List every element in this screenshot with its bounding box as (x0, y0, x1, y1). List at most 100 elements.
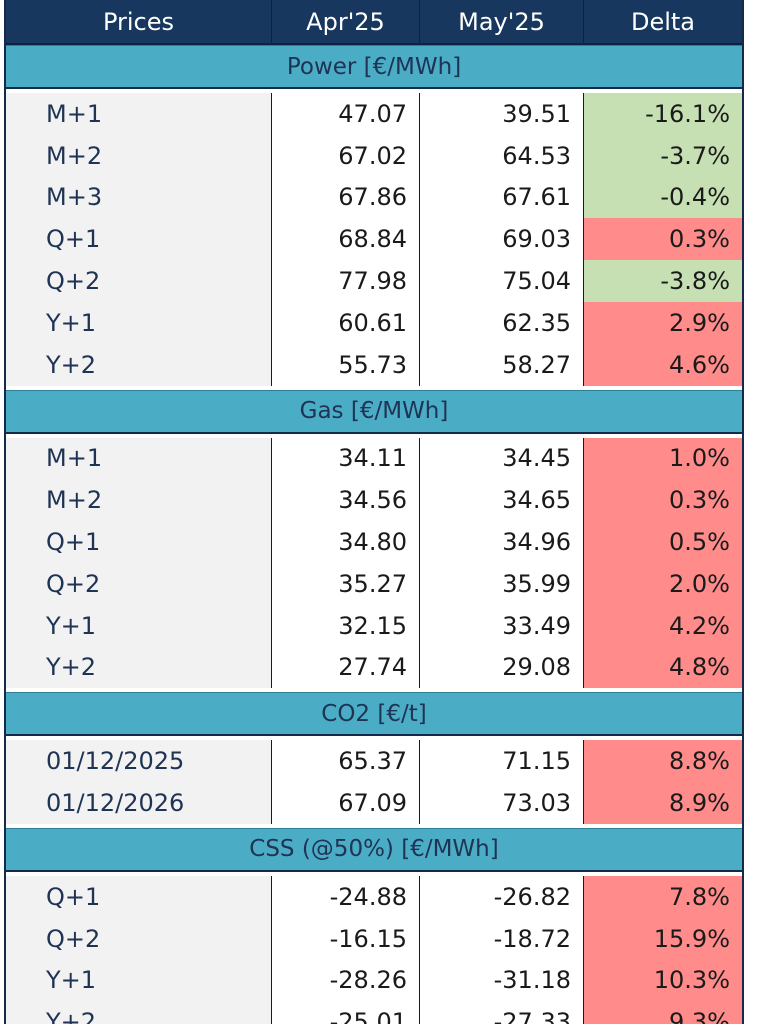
table-row: Y+1 60.61 62.35 2.9% (6, 301, 742, 344)
apr-value: -16.15 (272, 917, 420, 960)
may-value: 64.53 (420, 134, 584, 177)
table-row: Y+2 27.74 29.08 4.8% (6, 646, 742, 689)
row-label: Q+2 (6, 260, 272, 302)
apr-value: 67.86 (272, 176, 420, 219)
may-value: -27.33 (420, 1001, 584, 1024)
delta-value: 9.3% (584, 1001, 742, 1024)
table-body: Power [€/MWh] M+1 47.07 39.51 -16.1% M+2 67.02… (6, 45, 742, 1024)
may-value: -18.72 (420, 917, 584, 960)
apr-value: 67.09 (272, 782, 420, 824)
apr-value: 34.80 (272, 521, 420, 563)
header-delta: Delta (630, 7, 696, 36)
may-value: 62.35 (420, 301, 584, 344)
apr-value: 65.37 (272, 740, 420, 783)
section-rows: 01/12/2025 65.37 71.15 8.8% 01/12/2026 67.09 7… (6, 736, 742, 828)
table-row: Y+2 55.73 58.27 4.6% (6, 343, 742, 386)
apr-value: 77.98 (272, 260, 420, 302)
row-label: M+2 (6, 479, 272, 522)
may-value: 34.96 (420, 521, 584, 563)
table-row: Q+1 34.80 34.96 0.5% (6, 521, 742, 563)
table-row: M+3 67.86 67.61 -0.4% (6, 176, 742, 219)
may-value: 34.45 (420, 437, 584, 480)
table-row: M+1 34.11 34.45 1.0% (6, 437, 742, 480)
table-row: 01/12/2026 67.09 73.03 8.9% (6, 782, 742, 824)
section-rows: M+1 34.11 34.45 1.0% M+2 34.56 34.65 0.3% Q+1 34.… (6, 433, 742, 693)
table-row: Q+1 68.84 69.03 0.3% (6, 218, 742, 261)
apr-value: 68.84 (272, 218, 420, 261)
table-row: Q+1 -24.88 -26.82 7.8% (6, 875, 742, 918)
delta-value: 0.3% (584, 479, 742, 522)
delta-value: 10.3% (584, 959, 742, 1002)
table-row: Q+2 -16.15 -18.72 15.9% (6, 917, 742, 960)
row-label: 01/12/2026 (6, 782, 272, 824)
table-row: M+2 67.02 64.53 -3.7% (6, 134, 742, 177)
row-label: Q+1 (6, 521, 272, 563)
may-value: 73.03 (420, 782, 584, 824)
table-header: Prices Apr'25 May'25 Delta (6, 0, 742, 45)
section-title: Gas [€/MWh] (6, 389, 742, 434)
table-row: Q+2 77.98 75.04 -3.8% (6, 260, 742, 302)
may-value: 69.03 (420, 218, 584, 261)
may-value: 35.99 (420, 562, 584, 605)
row-label: Y+1 (6, 959, 272, 1002)
apr-value: 35.27 (272, 562, 420, 605)
row-label: Y+1 (6, 604, 272, 647)
may-value: 33.49 (420, 604, 584, 647)
section-title: Power [€/MWh] (6, 45, 742, 89)
table-row: Y+1 32.15 33.49 4.2% (6, 604, 742, 647)
row-label: Y+2 (6, 1001, 272, 1024)
row-label: M+3 (6, 176, 272, 219)
may-value: 58.27 (420, 343, 584, 386)
delta-value: 2.0% (584, 562, 742, 605)
delta-value: 4.2% (584, 604, 742, 647)
price-table: Prices Apr'25 May'25 Delta Power [€/MWh]… (4, 0, 744, 1024)
apr-value: -25.01 (272, 1001, 420, 1024)
may-value: 71.15 (420, 740, 584, 783)
apr-value: 32.15 (272, 604, 420, 647)
may-value: 39.51 (420, 93, 584, 135)
may-value: -26.82 (420, 875, 584, 918)
apr-value: 55.73 (272, 343, 420, 386)
may-value: 29.08 (420, 646, 584, 689)
apr-value: 27.74 (272, 646, 420, 689)
apr-value: 34.11 (272, 437, 420, 480)
row-label: M+2 (6, 134, 272, 177)
table-row: M+2 34.56 34.65 0.3% (6, 479, 742, 522)
row-label: M+1 (6, 93, 272, 135)
delta-value: 15.9% (584, 917, 742, 960)
delta-value: -16.1% (584, 93, 742, 135)
delta-value: -3.8% (584, 260, 742, 302)
section-rows: M+1 47.07 39.51 -16.1% M+2 67.02 64.53 -3.7% M+3… (6, 89, 742, 390)
apr-value: 47.07 (272, 93, 420, 135)
row-label: Y+2 (6, 343, 272, 386)
header-prices: Prices (6, 0, 272, 43)
delta-value: 1.0% (584, 437, 742, 480)
delta-value: 4.8% (584, 646, 742, 689)
delta-value: 0.5% (584, 521, 742, 563)
delta-value: 4.6% (584, 343, 742, 386)
apr-value: 67.02 (272, 134, 420, 177)
delta-value: 0.3% (584, 218, 742, 261)
table-row: Y+1 -28.26 -31.18 10.3% (6, 959, 742, 1002)
apr-value: -24.88 (272, 875, 420, 918)
row-label: Y+1 (6, 301, 272, 344)
table-row: M+1 47.07 39.51 -16.1% (6, 93, 742, 135)
table-row: 01/12/2025 65.37 71.15 8.8% (6, 740, 742, 783)
may-value: -31.18 (420, 959, 584, 1002)
section-title: CSS (@50%) [€/MWh] (6, 827, 742, 872)
row-label: Y+2 (6, 646, 272, 689)
table-row: Y+2 -25.01 -27.33 9.3% (6, 1001, 742, 1024)
row-label: 01/12/2025 (6, 740, 272, 783)
may-value: 67.61 (420, 176, 584, 219)
delta-value: 8.9% (584, 782, 742, 824)
may-value: 34.65 (420, 479, 584, 522)
apr-value: 34.56 (272, 479, 420, 522)
delta-value: 2.9% (584, 301, 742, 344)
section-rows: Q+1 -24.88 -26.82 7.8% Q+2 -16.15 -18.72 15.9% Y… (6, 871, 742, 1024)
section-title: CO2 [€/t] (6, 692, 742, 737)
delta-value: -3.7% (584, 134, 742, 177)
header-apr: Apr'25 (272, 0, 420, 43)
apr-value: 60.61 (272, 301, 420, 344)
table-row: Q+2 35.27 35.99 2.0% (6, 562, 742, 605)
row-label: Q+1 (6, 875, 272, 918)
